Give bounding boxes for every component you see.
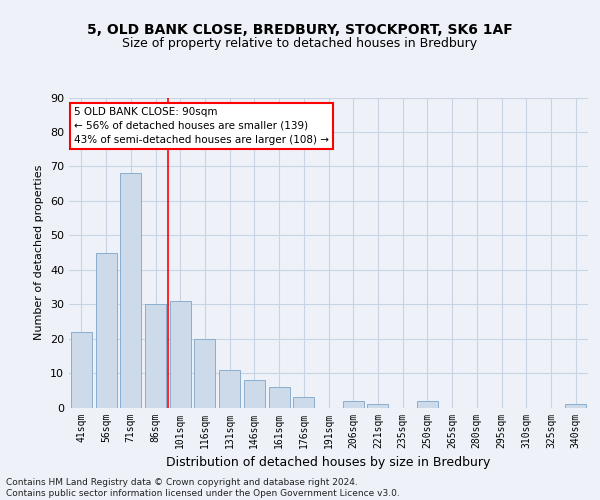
Bar [194,338,215,407]
Bar [293,397,314,407]
Text: Size of property relative to detached houses in Bredbury: Size of property relative to detached ho… [122,38,478,51]
Text: 5 OLD BANK CLOSE: 90sqm
← 56% of detached houses are smaller (139)
43% of semi-d: 5 OLD BANK CLOSE: 90sqm ← 56% of detache… [74,107,329,145]
Bar [417,400,438,407]
Bar [269,387,290,407]
Bar [367,404,388,407]
Bar [95,252,116,408]
Bar [219,370,240,408]
Text: Contains HM Land Registry data © Crown copyright and database right 2024.
Contai: Contains HM Land Registry data © Crown c… [6,478,400,498]
Bar [120,174,141,408]
Y-axis label: Number of detached properties: Number of detached properties [34,165,44,340]
Bar [244,380,265,407]
Bar [565,404,586,407]
X-axis label: Distribution of detached houses by size in Bredbury: Distribution of detached houses by size … [166,456,491,469]
Bar [343,400,364,407]
Bar [170,300,191,408]
Bar [145,304,166,408]
Text: 5, OLD BANK CLOSE, BREDBURY, STOCKPORT, SK6 1AF: 5, OLD BANK CLOSE, BREDBURY, STOCKPORT, … [87,22,513,36]
Bar [71,332,92,407]
